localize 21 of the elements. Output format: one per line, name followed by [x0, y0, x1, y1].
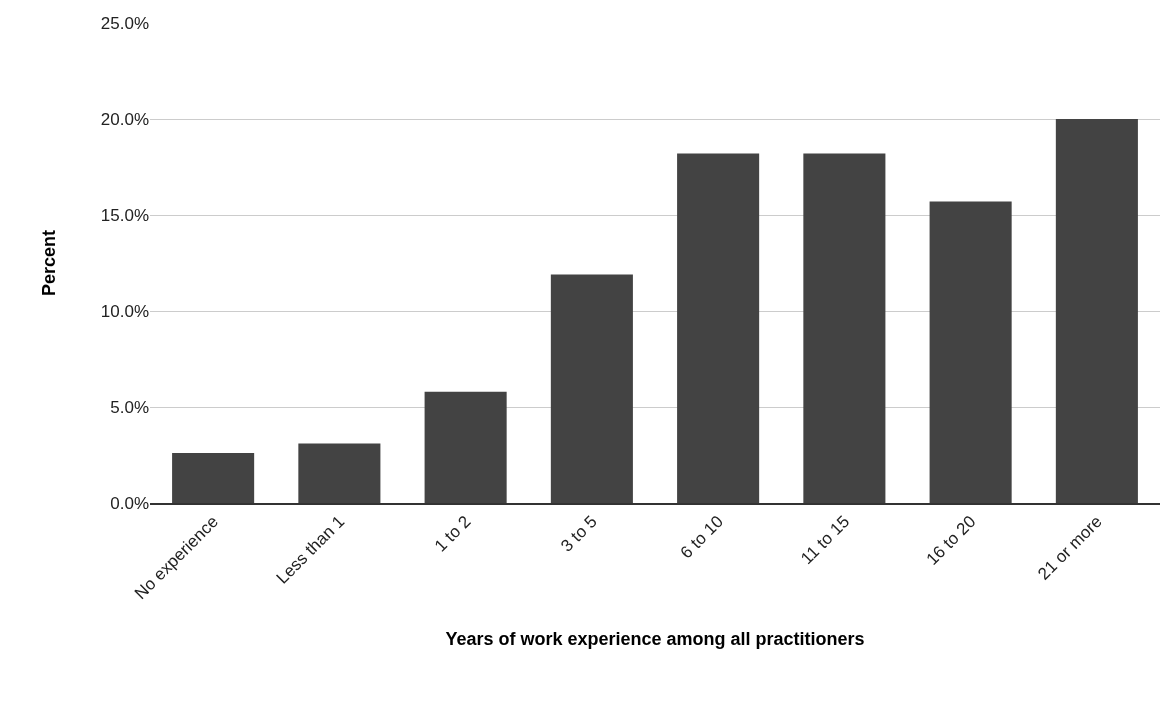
x-axis-title: Years of work experience among all practitioners [445, 628, 865, 649]
y-tick-label: 10.0% [100, 301, 149, 321]
x-tick-label: 3 to 5 [557, 512, 601, 556]
bar [929, 201, 1012, 503]
y-tick-label: 20.0% [100, 109, 149, 129]
bar [677, 153, 760, 503]
bar [172, 453, 255, 503]
x-tick-label: 16 to 20 [922, 512, 980, 569]
bar [424, 391, 507, 503]
y-tick-label: 5.0% [110, 397, 149, 417]
bar [298, 443, 381, 503]
x-tick-label: 1 to 2 [430, 512, 475, 556]
y-tick-label: 0.0% [110, 493, 149, 513]
bar [550, 274, 633, 503]
y-axis-title: Percent [39, 229, 59, 297]
y-tick-label: 25.0% [100, 13, 149, 33]
x-tick-label: 6 to 10 [676, 512, 727, 563]
x-tick-label: 11 to 15 [797, 512, 854, 569]
bar [1055, 119, 1138, 503]
y-tick-label: 15.0% [100, 205, 149, 225]
bar [803, 153, 886, 503]
